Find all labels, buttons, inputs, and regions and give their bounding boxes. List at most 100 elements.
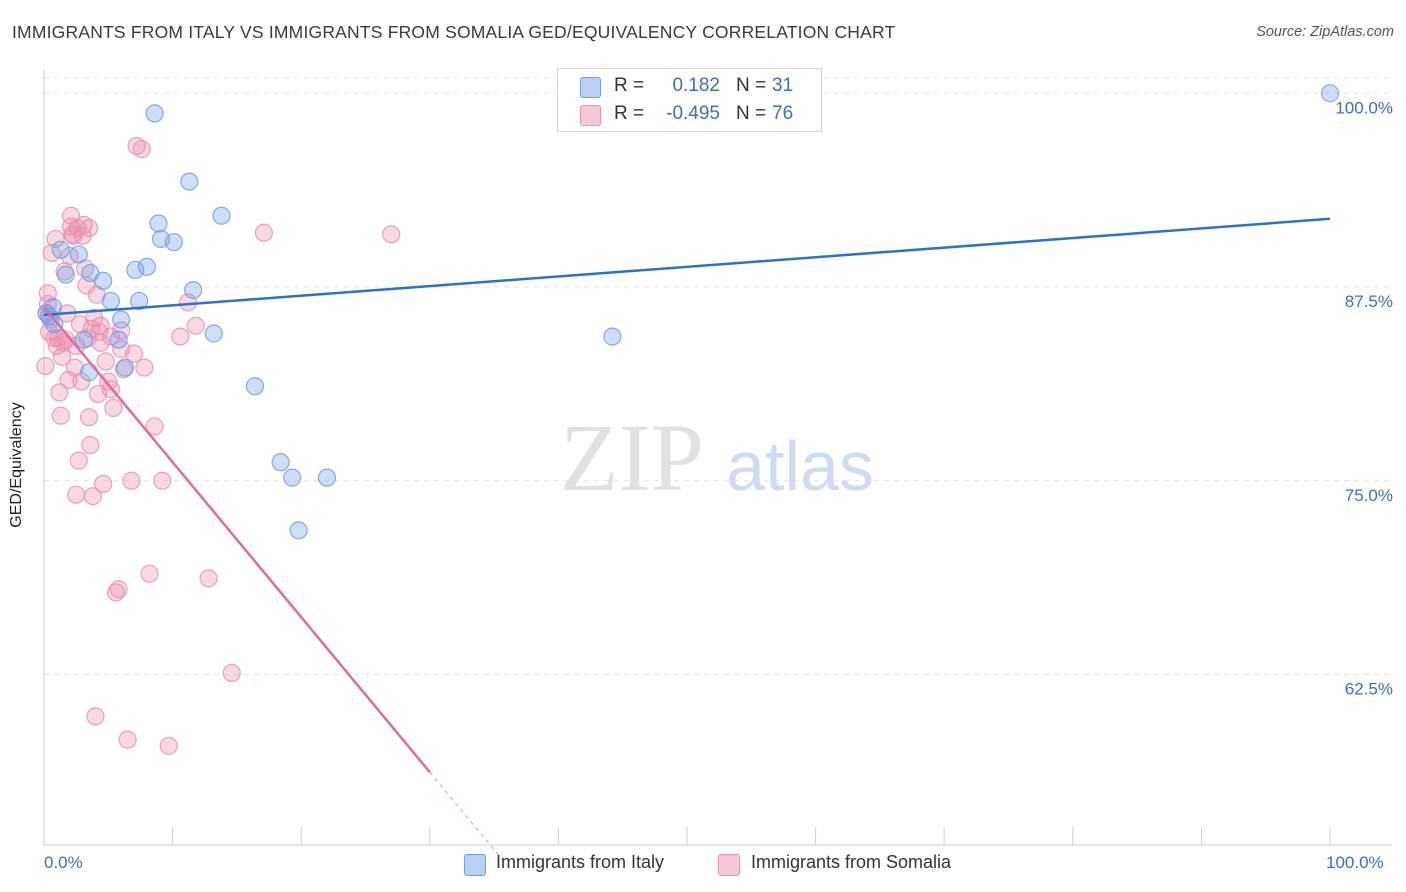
italy-points [37,84,1340,540]
source-label: Source: ZipAtlas.com [1256,24,1394,40]
somalia-n-value: 76 [772,103,794,124]
somalia-point [94,474,113,493]
somalia-point [109,580,128,599]
somalia-point [254,223,274,242]
watermark-atlas: atlas [726,427,874,505]
italy-point [603,327,622,346]
trend-lines [43,217,1331,866]
italy-point [149,214,168,233]
watermark: ZIP atlas [560,404,874,511]
chart-title: IMMIGRANTS FROM ITALY VS IMMIGRANTS FROM… [12,22,896,42]
italy-point [56,265,75,284]
somalia-legend-label: Immigrants from Somalia [751,852,952,872]
italy-point [317,468,337,487]
somalia-point [38,284,57,303]
y-tick-label: 62.5% [1345,680,1393,699]
somalia-point [145,417,164,436]
somalia-point [96,352,115,371]
somalia-point [69,451,88,470]
y-tick-label: 75.0% [1345,486,1393,505]
somalia-trend-line [43,306,431,773]
somalia-point [159,736,178,755]
italy-point [112,310,131,329]
italy-point [283,468,302,487]
italy-point [271,453,290,472]
somalia-point [171,327,190,346]
italy-point [101,291,120,311]
legend-n-label: N = [736,75,767,96]
italy-point [204,324,223,343]
somalia-points [36,136,401,755]
grid-lines [44,77,1392,675]
somalia-point [186,316,205,335]
italy-point [109,330,128,349]
somalia-point [61,206,81,225]
watermark-zip: ZIP [560,404,704,511]
somalia-point [67,485,86,504]
italy-point [245,377,265,396]
italy-point [45,315,64,334]
stats-legend: R = 0.182 N = 31 R = -0.495 N = 76 [557,68,822,132]
somalia-point [106,583,126,602]
y-tick-label: 100.0% [1335,98,1393,117]
x-tick-max: 100.0% [1326,853,1384,872]
somalia-point [118,730,137,749]
somalia-point [382,225,401,244]
y-tick-labels: 62.5% 75.0% 87.5% 100.0% [1335,98,1393,698]
italy-point [137,257,156,276]
somalia-point [52,347,72,366]
italy-point [51,240,70,259]
somalia-point [104,398,123,417]
somalia-point [132,139,151,159]
somalia-point [74,215,93,235]
italy-swatch [580,77,601,98]
x-tick-min: 0.0% [44,853,83,872]
somalia-point [46,229,65,249]
axes [43,70,1392,846]
somalia-point [86,707,105,726]
somalia-point [81,436,100,455]
y-tick-label: 87.5% [1345,292,1393,311]
italy-legend-label: Immigrants from Italy [496,852,665,872]
somalia-point [36,356,55,376]
italy-point [126,260,145,280]
italy-point [289,521,308,540]
italy-point [180,172,199,191]
somalia-point [140,564,159,583]
somalia-point [222,663,241,683]
somalia-point [79,219,99,238]
somalia-point [72,372,91,391]
legend-r-label: R = [614,75,645,96]
somalia-point [124,344,144,363]
somalia-point [60,246,79,266]
somalia-point [199,569,218,588]
italy-point [115,358,135,377]
somalia-point [56,330,75,349]
italy-point [69,245,88,264]
somalia-point [127,136,146,156]
somalia-swatch [580,105,601,126]
italy-point [145,104,164,123]
somalia-point [153,471,172,490]
somalia-point [79,408,99,427]
somalia-point [83,487,102,506]
italy-point [184,281,203,300]
legend-r-label: R = [614,103,645,124]
italy-point [74,330,93,349]
italy-point [164,232,183,252]
somalia-r-value: -0.495 [666,103,720,124]
italy-point [212,206,231,225]
somalia-legend-swatch [718,854,740,876]
somalia-point [122,471,141,490]
somalia-point [135,358,154,377]
italy-n-value: 31 [772,75,794,96]
italy-point [130,291,149,311]
italy-trend-line [43,217,1331,317]
italy-legend-swatch [464,854,486,876]
legend-n-label: N = [736,103,767,124]
somalia-point [50,383,69,402]
italy-point [79,363,99,382]
somalia-point [51,406,70,425]
italy-point [1320,84,1340,103]
